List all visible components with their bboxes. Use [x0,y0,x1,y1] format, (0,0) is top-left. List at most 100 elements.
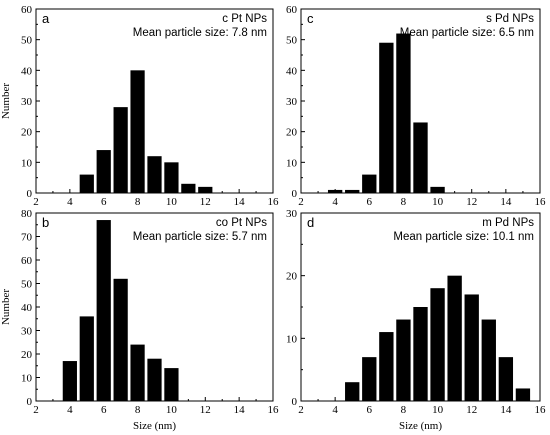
y-tick-label: 40 [21,65,33,77]
x-axis-label: Size (nm) [133,420,176,432]
x-tick-label: 14 [500,404,512,416]
x-tick-label: 2 [298,196,304,208]
sample-label: m Pd NPs [482,217,534,229]
y-tick-label: 10 [21,373,33,385]
y-axis-label: Number [0,289,12,325]
x-tick-label: 14 [500,196,512,208]
x-axis-label: Size (nm) [399,420,442,432]
panel-letter: b [42,215,49,230]
sample-label: co Pt NPs [216,217,267,229]
histogram-bar [464,294,479,401]
histogram-bar [430,288,445,401]
histogram-bar [362,174,377,193]
x-tick-label: 10 [432,404,444,416]
histogram-bar [396,33,411,194]
x-tick-label: 16 [268,404,280,416]
histogram-bar [147,156,162,193]
x-tick-label: 10 [166,404,178,416]
y-tick-label: 30 [21,326,33,338]
y-tick-label: 70 [21,232,33,244]
sample-label: s Pd NPs [486,13,534,25]
y-tick-label: 50 [21,279,33,291]
histogram-bar [379,42,394,193]
x-tick-label: 6 [367,404,373,416]
panel-a: 2 4 6 8 10 12 14 16 0 10 20 30 40 50 60 a c Pt NPs Mean p… [0,4,279,208]
histogram-bar [164,162,179,193]
y-tick-label: 50 [21,35,33,47]
x-tick-label: 12 [466,404,477,416]
histogram-bar [413,122,428,193]
panel-letter: d [307,215,314,230]
y-tick-label: 40 [286,65,298,77]
y-tick-label: 0 [27,188,33,200]
histogram-bar [113,278,128,401]
y-tick-label: 10 [21,157,33,169]
panel-b: 2 4 6 8 10 12 14 16 0 10 20 30 40 50 60 70 80 b co Pt NPs M… [0,208,279,432]
y-tick-label: 60 [21,255,33,267]
histogram-bar [413,307,428,401]
histogram-bar [96,150,111,193]
x-tick-label: 12 [200,404,211,416]
histogram-bar [181,183,196,193]
x-tick-label: 4 [332,196,338,208]
y-tick-label: 60 [21,4,33,16]
x-tick-label: 14 [234,196,246,208]
x-tick-label: 2 [298,404,304,416]
y-tick-label: 10 [286,333,298,345]
histogram-bar [96,220,111,401]
y-tick-label: 10 [286,157,298,169]
x-tick-label: 8 [401,404,407,416]
x-tick-label: 14 [234,404,246,416]
histogram-bar [62,361,77,401]
sample-label: c Pt NPs [222,13,267,25]
y-tick-label: 30 [286,96,298,108]
x-tick-label: 12 [466,196,477,208]
y-tick-label: 50 [286,35,298,47]
x-tick-label: 4 [67,196,73,208]
x-tick-label: 2 [33,196,39,208]
y-tick-label: 20 [286,127,298,139]
histogram-bar [498,357,514,401]
histogram-bar [79,174,94,193]
y-tick-label: 0 [292,396,298,408]
mean-size-label: Mean particle size: 5.7 nm [133,231,267,243]
panel-letter: c [307,11,314,26]
x-tick-label: 10 [166,196,178,208]
histogram-bar [515,388,531,401]
mean-size-label: Mean particle size: 7.8 nm [133,27,267,39]
histogram-bar [447,275,462,401]
x-tick-label: 6 [101,196,107,208]
y-tick-label: 30 [21,96,33,108]
y-tick-label: 0 [27,396,33,408]
histogram-bar [113,107,128,193]
x-tick-label: 8 [135,404,141,416]
y-tick-label: 20 [286,271,298,283]
x-tick-label: 16 [268,196,280,208]
histogram-bar [164,368,179,401]
histogram-bar [345,382,360,401]
y-axis-label: Number [0,83,12,119]
x-tick-label: 6 [101,404,107,416]
x-tick-label: 4 [332,404,338,416]
mean-size-label: Mean particle size: 10.1 nm [393,231,534,243]
histogram-bar [379,332,394,401]
x-tick-label: 4 [67,404,73,416]
y-tick-label: 80 [21,208,33,220]
x-tick-label: 16 [535,196,547,208]
panel-d: 2 4 6 8 10 12 14 16 0 10 20 30 d m Pd NPs Mean particl… [286,208,546,432]
panel-c: 2 4 6 8 10 12 14 16 0 10 20 30 40 50 60 c s Pd NPs Mean p… [286,4,546,208]
y-tick-label: 0 [292,188,298,200]
histogram-bar [481,319,496,401]
x-tick-label: 12 [200,196,211,208]
x-tick-label: 10 [432,196,444,208]
y-tick-label: 30 [286,208,298,220]
histogram-bar [396,319,411,401]
x-tick-label: 6 [367,196,373,208]
histogram-bar [147,358,162,401]
y-tick-label: 20 [21,127,33,139]
y-tick-label: 60 [286,4,298,16]
histogram-bar [130,344,145,401]
y-tick-label: 20 [21,349,33,361]
x-tick-label: 8 [135,196,141,208]
